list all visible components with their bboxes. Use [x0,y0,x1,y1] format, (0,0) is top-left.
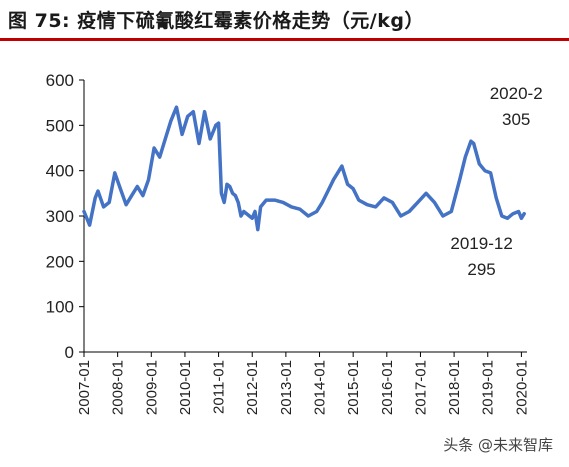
x-tick-label: 2015-01 [345,360,362,415]
x-axis: 2007-01 2008-01 2009-01 2010-01 2011-01 2012-… [76,351,530,415]
figure-title: 图 75: 疫情下硫氰酸红霉素价格走势（元/kg） [8,10,424,32]
x-tick-label: 2016-01 [379,360,396,415]
x-tick-label: 2020-01 [513,360,530,415]
y-tick-label: 0 [65,343,74,362]
y-axis: 0 100 200 300 400 500 600 [46,71,85,362]
watermark: 头条 @未来智库 [437,432,559,457]
x-tick-label: 2017-01 [412,360,429,415]
x-tick-label: 2019-01 [480,360,497,415]
annotation-label: 295 [467,260,495,279]
y-tick-label: 300 [46,207,74,226]
annotation-label: 2020-2 [490,84,543,103]
title-rule [0,38,569,41]
y-tick-label: 400 [46,162,74,181]
annotations: 2020-2 305 2019-12 295 [450,84,542,279]
y-tick-label: 600 [46,71,74,90]
x-tick-label: 2010-01 [177,360,194,415]
series-line [82,105,526,232]
y-tick-label: 500 [46,116,74,135]
y-tick-label: 100 [46,298,74,317]
x-tick-label: 2018-01 [446,360,463,415]
x-tick-label: 2012-01 [244,360,261,415]
annotation-label: 2019-12 [450,234,512,253]
x-tick-label: 2013-01 [278,360,295,415]
title-bar: 图 75: 疫情下硫氰酸红霉素价格走势（元/kg） [0,0,569,41]
annotation-label: 305 [502,110,530,129]
y-tick-label: 200 [46,252,74,271]
x-tick-label: 2009-01 [143,360,160,415]
x-tick-label: 2011-01 [211,360,228,414]
x-tick-label: 2008-01 [110,360,127,415]
x-tick-label: 2007-01 [76,360,93,415]
series-group [82,105,526,232]
x-tick-label: 2014-01 [312,360,329,415]
